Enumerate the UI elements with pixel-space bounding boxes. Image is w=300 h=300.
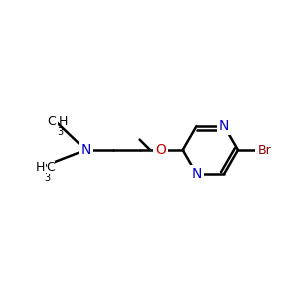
Text: N: N <box>219 119 229 133</box>
Text: O: O <box>155 143 166 157</box>
Text: N: N <box>191 167 202 181</box>
Text: Br: Br <box>258 143 271 157</box>
Text: 3: 3 <box>57 127 63 137</box>
Text: H: H <box>35 161 45 174</box>
Text: N: N <box>81 143 91 157</box>
Text: C: C <box>48 115 56 128</box>
Text: C: C <box>46 161 55 174</box>
Text: 3: 3 <box>44 173 51 183</box>
Text: H: H <box>59 115 68 128</box>
